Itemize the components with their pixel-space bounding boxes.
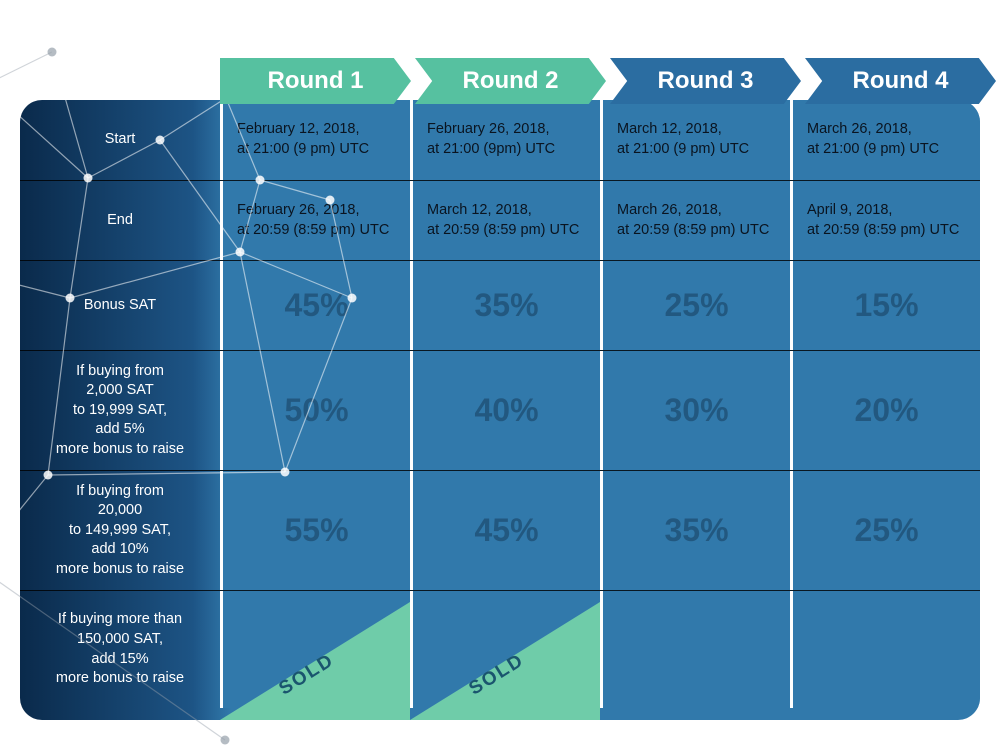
row-start: Start February 12, 2018,at 21:00 (9 pm) …: [20, 100, 980, 180]
rowhead-start: Start: [20, 100, 220, 180]
cell-tier3-1: [220, 591, 410, 708]
cell-start-3: March 12, 2018,at 21:00 (9 pm) UTC: [600, 100, 790, 180]
rowhead-tier1: If buying from2,000 SATto 19,999 SAT,add…: [20, 351, 220, 470]
row-bonus: Bonus SAT 45% 35% 25% 15%: [20, 260, 980, 350]
cell-bonus-3: 25%: [600, 261, 790, 350]
cell-tier1-1: 50%: [220, 351, 410, 470]
rowhead-bonus: Bonus SAT: [20, 261, 220, 350]
cell-end-2: March 12, 2018,at 20:59 (8:59 pm) UTC: [410, 181, 600, 260]
rowhead-tier3: If buying more than150,000 SAT,add 15%mo…: [20, 591, 220, 708]
tab-label: Round 2: [463, 67, 559, 95]
row-tier2: If buying from20,000to 149,999 SAT,add 1…: [20, 470, 980, 590]
tab-label: Round 3: [658, 67, 754, 95]
rounds-table: Start February 12, 2018,at 21:00 (9 pm) …: [20, 100, 980, 720]
tab-label: Round 1: [268, 67, 364, 95]
cell-tier3-2: [410, 591, 600, 708]
cell-tier2-2: 45%: [410, 471, 600, 590]
rowhead-tier2: If buying from20,000to 149,999 SAT,add 1…: [20, 471, 220, 590]
cell-bonus-4: 15%: [790, 261, 980, 350]
cell-bonus-2: 35%: [410, 261, 600, 350]
cell-tier3-4: [790, 591, 980, 708]
tab-label: Round 4: [853, 67, 949, 95]
cell-end-3: March 26, 2018,at 20:59 (8:59 pm) UTC: [600, 181, 790, 260]
cell-tier3-3: [600, 591, 790, 708]
tab-round-3[interactable]: Round 3: [610, 58, 801, 104]
row-tier3: If buying more than150,000 SAT,add 15%mo…: [20, 590, 980, 708]
cell-tier2-3: 35%: [600, 471, 790, 590]
cell-tier1-3: 30%: [600, 351, 790, 470]
cell-start-1: February 12, 2018,at 21:00 (9 pm) UTC: [220, 100, 410, 180]
cell-start-4: March 26, 2018,at 21:00 (9 pm) UTC: [790, 100, 980, 180]
tab-round-4[interactable]: Round 4: [805, 58, 996, 104]
row-end: End February 26, 2018,at 20:59 (8:59 pm)…: [20, 180, 980, 260]
cell-tier1-4: 20%: [790, 351, 980, 470]
cell-bonus-1: 45%: [220, 261, 410, 350]
tab-round-1[interactable]: Round 1: [220, 58, 411, 104]
cell-start-2: February 26, 2018,at 21:00 (9pm) UTC: [410, 100, 600, 180]
tab-round-2[interactable]: Round 2: [415, 58, 606, 104]
cell-end-4: April 9, 2018,at 20:59 (8:59 pm) UTC: [790, 181, 980, 260]
cell-tier1-2: 40%: [410, 351, 600, 470]
rowhead-end: End: [20, 181, 220, 260]
cell-tier2-1: 55%: [220, 471, 410, 590]
row-tier1: If buying from2,000 SATto 19,999 SAT,add…: [20, 350, 980, 470]
cell-tier2-4: 25%: [790, 471, 980, 590]
cell-end-1: February 26, 2018,at 20:59 (8:59 pm) UTC: [220, 181, 410, 260]
round-tabs: Round 1 Round 2 Round 3 Round 4: [220, 58, 1000, 104]
